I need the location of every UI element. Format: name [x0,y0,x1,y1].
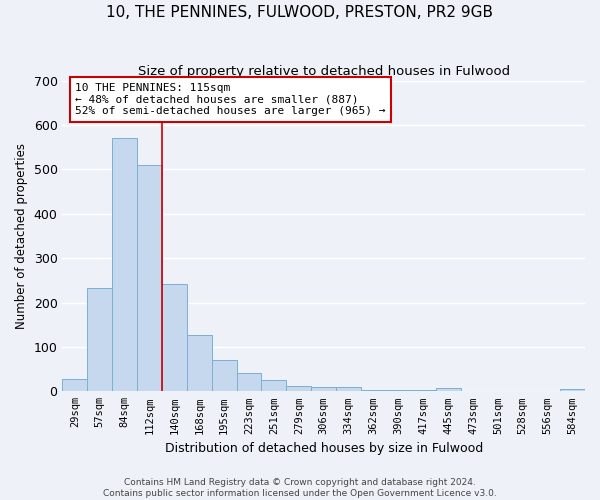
Bar [88,288,112,392]
Bar [386,390,411,392]
Bar [436,388,461,392]
Bar [112,138,137,392]
Bar [137,165,162,392]
Bar [212,360,236,392]
Bar [286,386,311,392]
X-axis label: Distribution of detached houses by size in Fulwood: Distribution of detached houses by size … [164,442,483,455]
Bar [162,284,187,392]
Text: Contains HM Land Registry data © Crown copyright and database right 2024.
Contai: Contains HM Land Registry data © Crown c… [103,478,497,498]
Bar [411,390,436,392]
Bar [560,389,585,392]
Bar [311,387,336,392]
Bar [236,372,262,392]
Bar [187,335,212,392]
Bar [262,380,286,392]
Y-axis label: Number of detached properties: Number of detached properties [15,143,28,329]
Title: Size of property relative to detached houses in Fulwood: Size of property relative to detached ho… [137,65,510,78]
Bar [361,390,386,392]
Text: 10 THE PENNINES: 115sqm
← 48% of detached houses are smaller (887)
52% of semi-d: 10 THE PENNINES: 115sqm ← 48% of detache… [75,83,386,116]
Text: 10, THE PENNINES, FULWOOD, PRESTON, PR2 9GB: 10, THE PENNINES, FULWOOD, PRESTON, PR2 … [107,5,493,20]
Bar [336,387,361,392]
Bar [62,379,88,392]
